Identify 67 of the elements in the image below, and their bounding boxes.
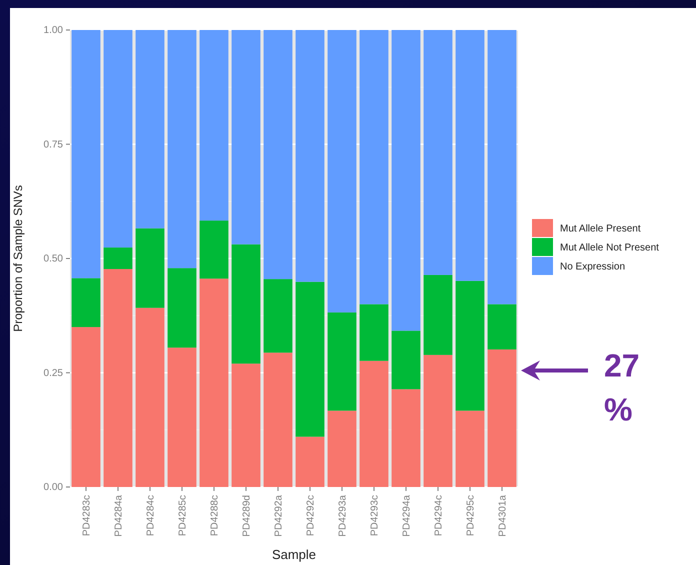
bar [168, 30, 196, 268]
bar [456, 30, 484, 281]
bar [296, 30, 324, 282]
text: 27 % [604, 347, 640, 428]
bar [136, 228, 164, 308]
y-tick-label: 0.00 [44, 482, 64, 494]
bar [424, 30, 452, 275]
bar [456, 280, 484, 411]
bar [104, 269, 132, 487]
bar [232, 30, 260, 244]
x-tick-label: PD4301a [498, 494, 508, 537]
x-tick-label: PD4293c [370, 495, 380, 536]
bar [328, 410, 356, 487]
bar [488, 30, 516, 304]
bar [200, 278, 228, 487]
x-tick-label: PD4289d [242, 495, 252, 537]
bar [168, 268, 196, 348]
bar [72, 30, 100, 278]
bar [424, 274, 452, 355]
y-tick-label: 1.00 [44, 25, 64, 36]
bar [328, 30, 356, 312]
bar [488, 304, 516, 350]
bar [200, 220, 228, 279]
legend-label: Mut Allele Not Present [560, 242, 660, 254]
bar [264, 30, 292, 280]
bar [296, 436, 324, 487]
bar [456, 410, 484, 487]
x-tick-label: PD4284c [146, 495, 156, 536]
x-tick-label: PD4294c [434, 495, 444, 536]
bar [264, 279, 292, 353]
x-tick-label: PD4292c [306, 495, 316, 536]
x-tick-label: PD4295c [466, 495, 476, 536]
bar [200, 30, 228, 221]
bar [296, 282, 324, 437]
x-tick-label: PD4284a [114, 494, 124, 537]
y-axis-title: Proportion of Sample SNVs [11, 185, 25, 332]
bar [392, 30, 420, 331]
bar [360, 30, 388, 304]
x-tick-label: PD4283c [82, 495, 92, 536]
legend-label: No Expression [560, 262, 626, 272]
bar [424, 354, 452, 487]
bar [264, 352, 292, 487]
legend-label: Mut Allele Present [560, 224, 641, 234]
bar [392, 330, 420, 390]
bar [328, 312, 356, 411]
bar [104, 248, 132, 270]
x-tick-label: PD4292a [274, 494, 284, 537]
x-tick-label: PD4288c [210, 495, 220, 536]
bar [360, 304, 388, 361]
bar [136, 30, 164, 228]
bar [360, 360, 388, 487]
bar [392, 389, 420, 487]
x-axis-title: Sample [272, 547, 316, 562]
bar [72, 278, 100, 328]
y-tick-label: 0.75 [44, 139, 64, 150]
bar [232, 244, 260, 364]
x-tick-label: PD4293a [338, 494, 348, 537]
bar [136, 308, 164, 487]
bar [168, 348, 196, 487]
bar [232, 364, 260, 487]
bar [488, 349, 516, 487]
y-tick-label: 0.50 [44, 254, 64, 265]
bar [72, 327, 100, 487]
y-tick-label: 0.25 [44, 368, 64, 379]
bar [104, 30, 132, 248]
x-tick-label: PD4285c [178, 495, 188, 536]
x-tick-label: PD4294a [402, 494, 412, 537]
